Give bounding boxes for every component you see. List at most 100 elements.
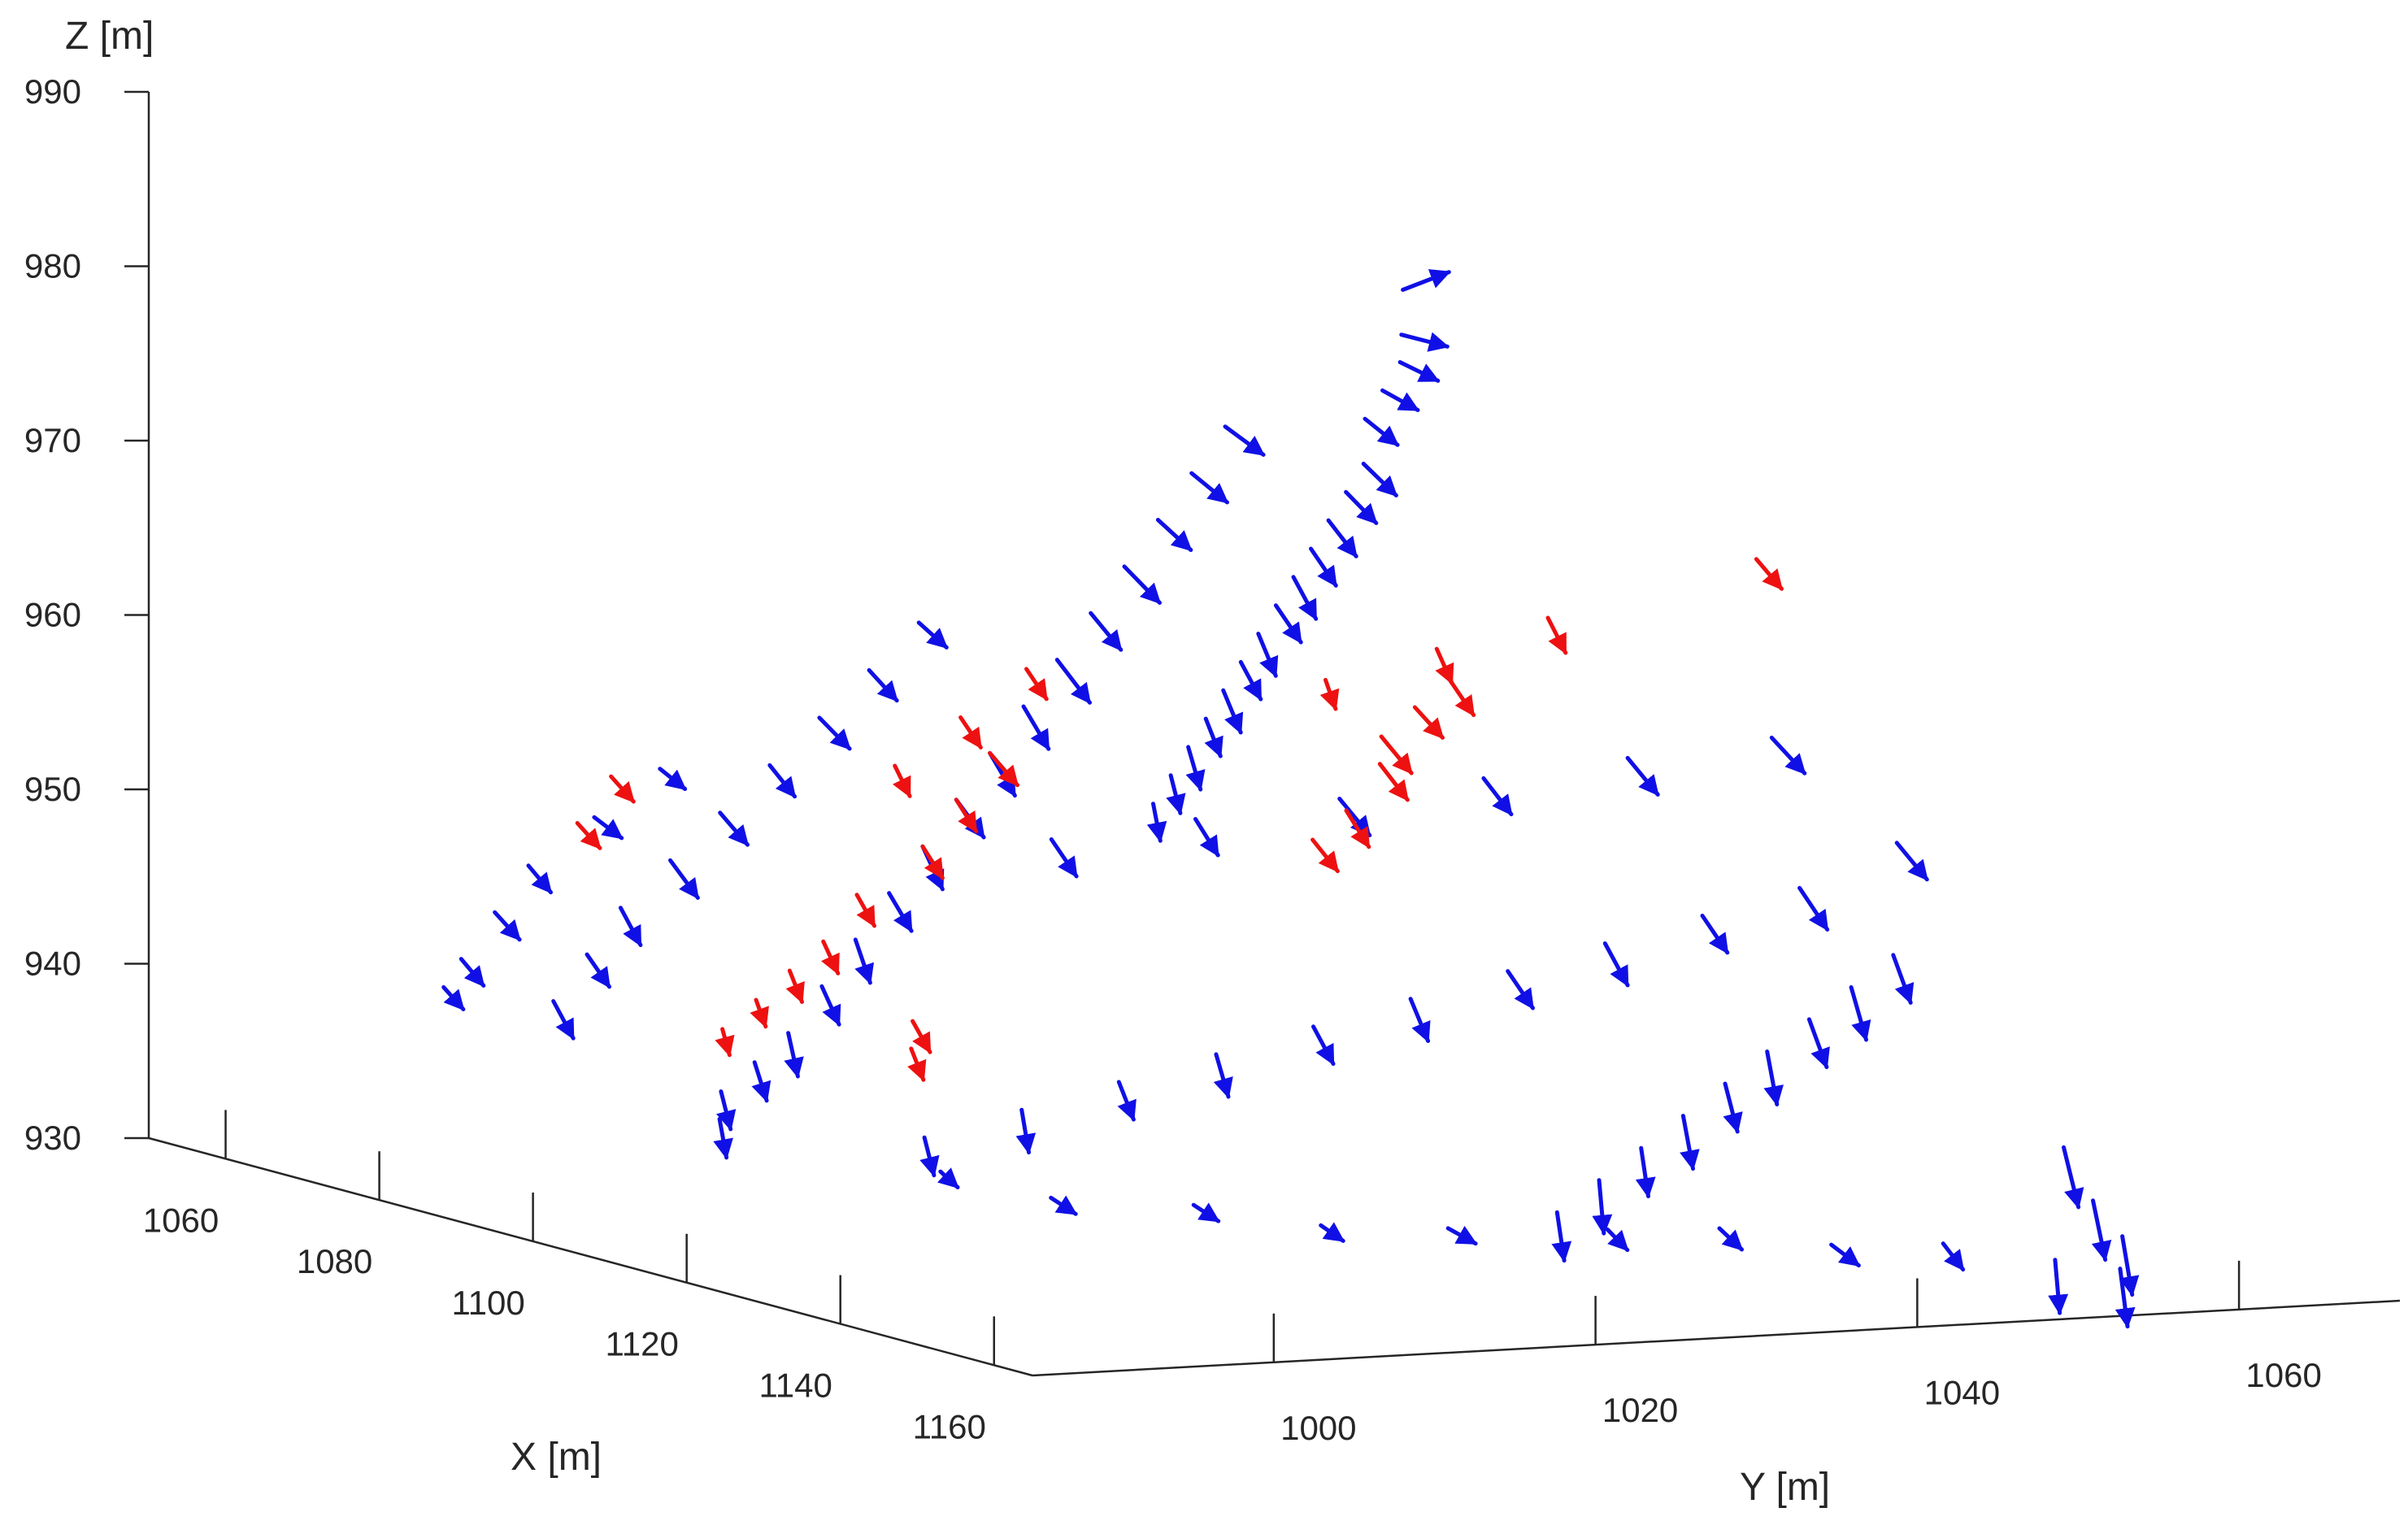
- x-axis-label: X [m]: [511, 1436, 602, 1479]
- vector-arrow: [1089, 611, 1124, 652]
- z-tick-label: 970: [24, 421, 81, 459]
- vector-arrow: [618, 906, 643, 947]
- vector-arrow: [713, 1116, 733, 1160]
- vector-arrow: [592, 815, 624, 841]
- y-tick-label: 1040: [1924, 1373, 2000, 1411]
- vector-arrow: [784, 1031, 804, 1079]
- vector-arrow: [887, 891, 914, 933]
- vector-arrow: [1363, 416, 1400, 447]
- vector-arrow: [767, 763, 798, 799]
- vector-arrow: [1213, 1052, 1233, 1099]
- vector-arrow: [1545, 615, 1568, 655]
- z-tick-label: 990: [24, 72, 81, 111]
- vector-arrow: [1829, 1242, 1861, 1268]
- vector-arrow: [2048, 1258, 2069, 1315]
- vector-arrow: [821, 939, 841, 976]
- vector-arrow: [1635, 1145, 1656, 1198]
- vector-arrow: [1481, 776, 1514, 817]
- vector-arrow: [1700, 913, 1730, 955]
- vector-arrow: [1309, 546, 1338, 588]
- vector-arrow: [526, 863, 553, 895]
- vector-arrow: [716, 1089, 737, 1132]
- vector-arrow: [1015, 1107, 1037, 1155]
- vector-arrow: [853, 937, 874, 985]
- x-ticks: 1060 1080 1100 1120 1140 1160: [143, 1110, 995, 1445]
- vector-arrow: [958, 715, 983, 750]
- vector-arrow: [1769, 735, 1807, 776]
- vector-arrow: [1193, 817, 1220, 858]
- z-tick-label: 980: [24, 247, 81, 285]
- vector-arrow: [819, 984, 841, 1027]
- vector-arrow: [1506, 969, 1535, 1010]
- vector-arrow: [751, 1060, 772, 1103]
- x-tick-label: 1120: [605, 1325, 678, 1363]
- vector-arrow: [1049, 1195, 1078, 1216]
- vector-arrow: [2115, 1267, 2136, 1329]
- vector-arrow: [2062, 1145, 2084, 1210]
- vector-arrow: [892, 763, 912, 798]
- vector-arrow: [1166, 773, 1186, 815]
- vector-arrow: [1122, 564, 1162, 605]
- vector-arrow: [920, 844, 945, 880]
- vector-arrow: [1185, 745, 1206, 792]
- vector-arrow: [988, 750, 1019, 788]
- vector-arrow: [907, 1046, 927, 1082]
- vector-arrow: [750, 997, 769, 1029]
- vector-arrow: [575, 821, 602, 850]
- vector-arrow: [1397, 360, 1441, 383]
- vector-arrow: [1941, 1241, 1966, 1272]
- vector-arrow: [1379, 734, 1414, 776]
- vector-arrow: [1223, 424, 1266, 457]
- vector-arrow: [1723, 1081, 1743, 1134]
- y-axis-label: Y [m]: [1740, 1466, 1830, 1509]
- vector-arrow: [1273, 603, 1303, 645]
- vector-arrow: [2119, 1234, 2140, 1297]
- vector-arrow: [668, 858, 700, 900]
- vector-arrow: [854, 893, 876, 928]
- vector-arrow: [1408, 997, 1431, 1043]
- z-tick-label: 930: [24, 1119, 81, 1157]
- vector-arrow: [1894, 841, 1929, 882]
- vector-arrow: [1319, 677, 1340, 711]
- vector-arrow: [1797, 885, 1830, 932]
- vector-arrow: [1377, 762, 1410, 802]
- vector-arrow: [1054, 658, 1092, 705]
- vector-arrow: [1754, 557, 1784, 591]
- vector-arrow: [1399, 332, 1450, 352]
- vector-arrow: [954, 797, 979, 834]
- vector-arrow: [1189, 471, 1229, 505]
- vector-field: [441, 269, 2140, 1329]
- vector-arrow: [1625, 755, 1660, 797]
- y-axis-line: [1032, 1299, 2401, 1377]
- y-ticks: 1000 1020 1040 1060: [1272, 1260, 2322, 1447]
- vector-arrow: [1311, 1024, 1336, 1067]
- vector-arrow: [1806, 1017, 1830, 1070]
- x-tick-label: 1080: [297, 1242, 372, 1280]
- x-tick-label: 1100: [451, 1284, 524, 1322]
- vector-arrow: [493, 910, 522, 942]
- vector-arrow: [1256, 632, 1279, 678]
- vector-arrow: [919, 1135, 940, 1178]
- x-tick-label: 1060: [143, 1201, 219, 1239]
- vector-arrow: [1763, 1049, 1784, 1106]
- vector-arrow: [1680, 1114, 1700, 1171]
- axes: [147, 92, 2401, 1377]
- vector-arrow: [1221, 688, 1244, 735]
- y-tick-label: 1020: [1602, 1391, 1678, 1429]
- vector-arrow: [1717, 1226, 1744, 1252]
- z-tick-label: 940: [24, 945, 81, 983]
- vector-arrow: [441, 984, 466, 1011]
- vector-arrow: [1155, 518, 1193, 552]
- vector-arrow: [1401, 269, 1451, 292]
- vector-arrow: [585, 952, 611, 989]
- z-axis-label: Z [m]: [65, 15, 154, 58]
- x-tick-label: 1160: [913, 1407, 986, 1445]
- vector-arrow: [715, 1027, 735, 1058]
- vector-arrow: [937, 1167, 960, 1189]
- vector-arrow: [1434, 646, 1454, 685]
- vector-arrow: [1146, 802, 1167, 843]
- x-tick-label: 1140: [759, 1367, 832, 1405]
- vector-arrow: [1592, 1178, 1613, 1236]
- vector-arrow: [1344, 489, 1379, 525]
- z-tick-label: 950: [24, 770, 81, 808]
